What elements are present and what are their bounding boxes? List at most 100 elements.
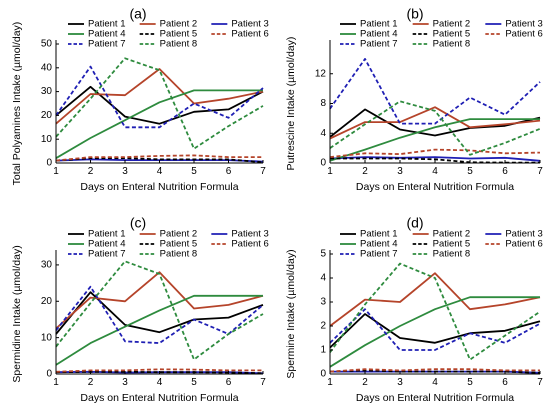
x-tick-label: 1 bbox=[327, 377, 333, 388]
legend-item: Patient 8 bbox=[412, 249, 470, 260]
x-tick-label: 4 bbox=[432, 377, 438, 388]
series-line-patient-1 bbox=[55, 291, 264, 335]
x-tick-label: 2 bbox=[88, 377, 94, 388]
legend-item: Patient 1 bbox=[68, 229, 126, 240]
legend-label: Patient 8 bbox=[160, 39, 198, 50]
legend-item: Patient 7 bbox=[340, 39, 398, 50]
legend-label: Patient 3 bbox=[505, 19, 543, 30]
series-line-patient-4 bbox=[329, 118, 540, 162]
x-tick-label: 3 bbox=[397, 377, 403, 388]
legend-item: Patient 2 bbox=[139, 229, 198, 240]
x-tick-label: 6 bbox=[226, 377, 232, 388]
series-line-patient-6 bbox=[329, 368, 540, 373]
legend-item: Patient 4 bbox=[340, 239, 398, 250]
legend-item: Patient 4 bbox=[340, 29, 398, 40]
legend-label: Patient 7 bbox=[88, 249, 126, 260]
y-tick-label: 3 bbox=[320, 297, 326, 308]
x-tick-label: 6 bbox=[502, 377, 508, 388]
x-tick-label: 3 bbox=[122, 377, 128, 388]
x-axis-title: Days on Enteral Nutrition Formula bbox=[80, 392, 238, 404]
series-line-patient-8 bbox=[55, 260, 264, 361]
x-tick-label: 2 bbox=[88, 166, 94, 177]
legend-label: Patient 6 bbox=[505, 239, 543, 250]
series-line-patient-2 bbox=[55, 271, 264, 330]
legend-label: Patient 6 bbox=[231, 29, 268, 40]
x-tick-label: 5 bbox=[191, 166, 197, 177]
legend-label: Patient 3 bbox=[231, 19, 268, 30]
legend-item: Patient 8 bbox=[139, 39, 198, 50]
series-line-patient-4 bbox=[329, 296, 540, 368]
series-line-patient-7 bbox=[329, 308, 541, 351]
legend-label: Patient 2 bbox=[160, 229, 198, 240]
x-axis-title: Days on Enteral Nutrition Formula bbox=[356, 181, 514, 193]
y-tick-label: 20 bbox=[41, 110, 53, 121]
series-line-patient-7 bbox=[329, 58, 541, 125]
legend-item: Patient 3 bbox=[211, 229, 269, 240]
y-tick-label: 4 bbox=[320, 273, 326, 284]
y-tick-label: 12 bbox=[315, 68, 327, 79]
legend-item: Patient 7 bbox=[340, 249, 398, 260]
legend-item: Patient 7 bbox=[68, 39, 126, 50]
series-line-patient-7 bbox=[55, 65, 264, 129]
legend-label: Patient 4 bbox=[88, 239, 126, 250]
legend-label: Patient 7 bbox=[360, 249, 398, 260]
legend-item: Patient 6 bbox=[485, 29, 543, 40]
legend-label: Patient 6 bbox=[505, 29, 543, 40]
y-tick-label: 10 bbox=[41, 332, 53, 343]
y-tick-label: 0 bbox=[46, 158, 52, 169]
legend-label: Patient 6 bbox=[231, 239, 268, 250]
panel-label: (b) bbox=[406, 6, 423, 22]
y-tick-label: 30 bbox=[41, 86, 53, 97]
legend-item: Patient 3 bbox=[485, 19, 543, 30]
y-axis-title: Putrescine Intake (µmol/day) bbox=[285, 37, 297, 171]
y-axis-title: Spermidine Intake (µmol/day) bbox=[11, 245, 23, 382]
x-axis-title: Days on Enteral Nutrition Formula bbox=[80, 181, 238, 193]
y-tick-label: 1 bbox=[320, 345, 326, 356]
legend-item: Patient 5 bbox=[412, 29, 470, 40]
series-line-patient-6 bbox=[329, 148, 541, 158]
y-axis-title: Total Polyamines Intake (µmol/day) bbox=[11, 22, 23, 186]
legend-label: Patient 3 bbox=[231, 229, 268, 240]
legend-label: Patient 2 bbox=[433, 229, 471, 240]
y-tick-label: 5 bbox=[320, 249, 326, 260]
legend-label: Patient 3 bbox=[505, 229, 543, 240]
series-line-patient-6 bbox=[55, 154, 263, 162]
x-tick-label: 7 bbox=[537, 377, 543, 388]
legend-item: Patient 7 bbox=[68, 249, 126, 260]
y-tick-label: 10 bbox=[41, 134, 53, 145]
series-line-patient-1 bbox=[55, 85, 264, 125]
legend-label: Patient 2 bbox=[160, 19, 198, 30]
series-line-patient-2 bbox=[55, 68, 264, 125]
series-line-patient-3 bbox=[329, 156, 541, 162]
legend-item: Patient 1 bbox=[68, 19, 126, 30]
legend-item: Patient 2 bbox=[412, 19, 470, 30]
x-tick-label: 1 bbox=[53, 166, 59, 177]
y-tick-label: 2 bbox=[320, 321, 326, 332]
legend-label: Patient 1 bbox=[88, 19, 126, 30]
x-tick-label: 1 bbox=[53, 377, 59, 388]
legend-item: Patient 5 bbox=[139, 29, 198, 40]
legend-item: Patient 5 bbox=[139, 239, 197, 250]
legend-item: Patient 3 bbox=[485, 229, 543, 240]
series-line-patient-1 bbox=[329, 313, 541, 349]
x-tick-label: 4 bbox=[157, 166, 163, 177]
legend-label: Patient 5 bbox=[160, 29, 198, 40]
legend-label: Patient 1 bbox=[360, 19, 398, 30]
y-tick-label: 30 bbox=[41, 260, 53, 271]
legend-item: Patient 8 bbox=[412, 39, 470, 50]
x-tick-label: 5 bbox=[191, 377, 197, 388]
y-tick-label: 0 bbox=[320, 369, 326, 380]
series-line-patient-5 bbox=[55, 157, 264, 164]
legend-label: Patient 4 bbox=[360, 239, 398, 250]
legend-label: Patient 4 bbox=[88, 29, 126, 40]
x-tick-label: 3 bbox=[122, 166, 128, 177]
y-tick-label: 0 bbox=[320, 158, 326, 169]
legend-item: Patient 2 bbox=[139, 19, 198, 30]
legend-label: Patient 5 bbox=[433, 239, 471, 250]
series-line-patient-6 bbox=[55, 368, 263, 373]
series-line-patient-1 bbox=[329, 108, 541, 138]
y-axis-title: Spermine Intake (µmol/day) bbox=[285, 249, 297, 378]
